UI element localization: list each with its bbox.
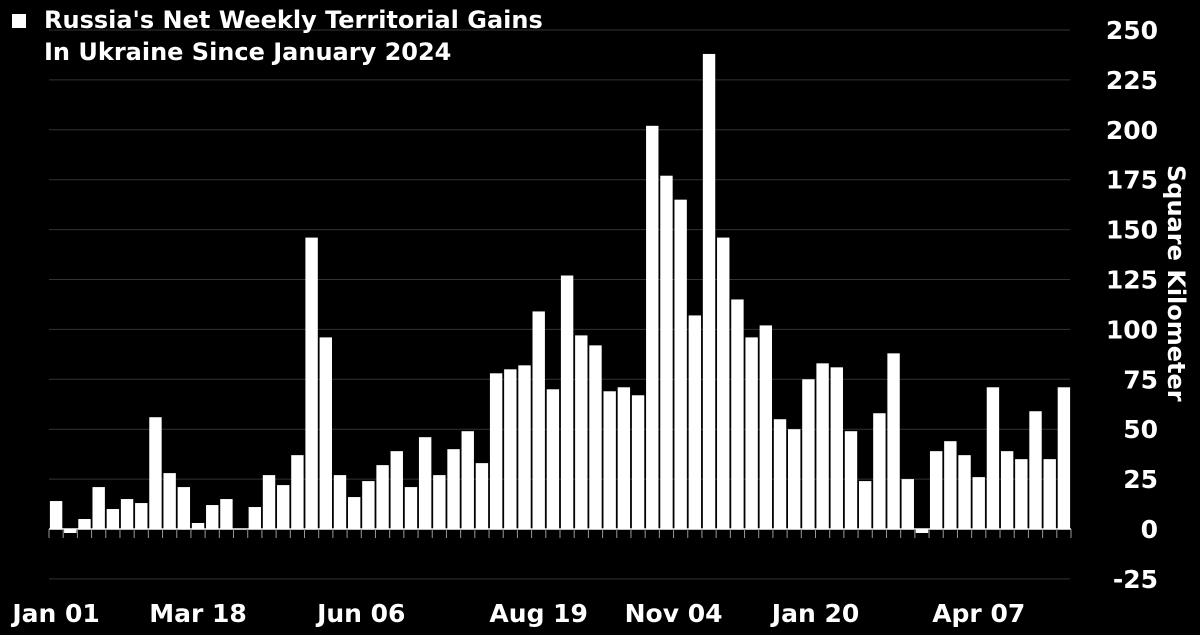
- bar: [362, 481, 374, 529]
- bar: [887, 353, 899, 529]
- y-tick-label: 225: [1106, 66, 1158, 95]
- bar: [178, 487, 190, 529]
- y-tick-label: 50: [1123, 415, 1158, 444]
- bar: [802, 379, 814, 529]
- bar: [291, 455, 303, 529]
- bar: [760, 325, 772, 529]
- bar: [987, 387, 999, 529]
- bar: [419, 437, 431, 529]
- bar: [845, 431, 857, 529]
- x-tick-label: Aug 19: [489, 599, 588, 628]
- bar: [533, 311, 545, 529]
- y-tick-label: 150: [1106, 216, 1158, 245]
- bar: [774, 419, 786, 529]
- bar: [944, 441, 956, 529]
- bar: [376, 465, 388, 529]
- bar: [660, 176, 672, 529]
- x-tick-label: Apr 07: [932, 599, 1025, 628]
- y-tick-label: 250: [1106, 16, 1158, 45]
- bar: [632, 395, 644, 529]
- bar: [192, 523, 204, 529]
- bar: [490, 373, 502, 529]
- bar: [462, 431, 474, 529]
- bar: [249, 507, 261, 529]
- bar: [518, 365, 530, 529]
- bar: [575, 335, 587, 529]
- bar: [788, 429, 800, 529]
- bar: [561, 276, 573, 529]
- y-tick-label: 125: [1106, 266, 1158, 295]
- bar: [703, 54, 715, 529]
- bar: [263, 475, 275, 529]
- chart-title-line1: Russia's Net Weekly Territorial Gains: [44, 6, 543, 34]
- bar: [50, 501, 62, 529]
- bar: [320, 337, 332, 529]
- bar: [646, 126, 658, 529]
- bar: [731, 299, 743, 529]
- bar: [745, 337, 757, 529]
- bar: [504, 369, 516, 529]
- y-tick-label: 175: [1106, 166, 1158, 195]
- bar: [603, 391, 615, 529]
- bar: [476, 463, 488, 529]
- bar: [391, 451, 403, 529]
- y-tick-label: 100: [1106, 315, 1158, 344]
- bar: [433, 475, 445, 529]
- bar: [92, 487, 104, 529]
- bar: [135, 503, 147, 529]
- bar: [1001, 451, 1013, 529]
- bar: [121, 499, 133, 529]
- title-marker-icon: [12, 14, 26, 28]
- bar: [831, 367, 843, 529]
- bar: [206, 505, 218, 529]
- chart-title-line2: In Ukraine Since January 2024: [44, 38, 451, 66]
- bar: [334, 475, 346, 529]
- x-tick-label: Jan 20: [770, 599, 859, 628]
- gridlines: [49, 30, 1070, 579]
- bar: [220, 499, 232, 529]
- bar: [902, 479, 914, 529]
- bar: [958, 455, 970, 529]
- x-tick-label: Nov 04: [625, 599, 723, 628]
- bar: [305, 238, 317, 529]
- bar: [816, 363, 828, 529]
- y-tick-label: 0: [1141, 515, 1158, 544]
- x-tick-label: Mar 18: [149, 599, 247, 628]
- bar: [674, 200, 686, 529]
- y-tick-label: 25: [1123, 465, 1158, 494]
- bar: [348, 497, 360, 529]
- bar: [1058, 387, 1070, 529]
- bar: [930, 451, 942, 529]
- bar: [618, 387, 630, 529]
- x-tick-label: Jan 01: [10, 599, 99, 628]
- bars: [50, 54, 1070, 533]
- bar: [405, 487, 417, 529]
- bar: [1015, 459, 1027, 529]
- bar: [1029, 411, 1041, 529]
- bar: [859, 481, 871, 529]
- y-axis-title: Square Kilometer: [1162, 165, 1190, 402]
- bar: [107, 509, 119, 529]
- y-tick-label: 75: [1123, 365, 1158, 394]
- bar: [873, 413, 885, 529]
- bar: [717, 238, 729, 529]
- y-tick-label: 200: [1106, 116, 1158, 145]
- bar: [149, 417, 161, 529]
- bar: [689, 315, 701, 529]
- bar: [973, 477, 985, 529]
- bar: [589, 345, 601, 529]
- y-axis-labels: -25 0 25 50 75 100 125 150 175 200 225 250: [1106, 16, 1158, 594]
- bar: [163, 473, 175, 529]
- bar: [447, 449, 459, 529]
- bar: [547, 389, 559, 529]
- x-axis-labels: Jan 01 Mar 18 Jun 06 Aug 19 Nov 04 Jan 20 Apr …: [10, 599, 1025, 628]
- bar: [1044, 459, 1056, 529]
- bar: [277, 485, 289, 529]
- x-tick-label: Jun 06: [315, 599, 405, 628]
- y-tick-label: -25: [1113, 565, 1158, 594]
- bar: [78, 519, 90, 529]
